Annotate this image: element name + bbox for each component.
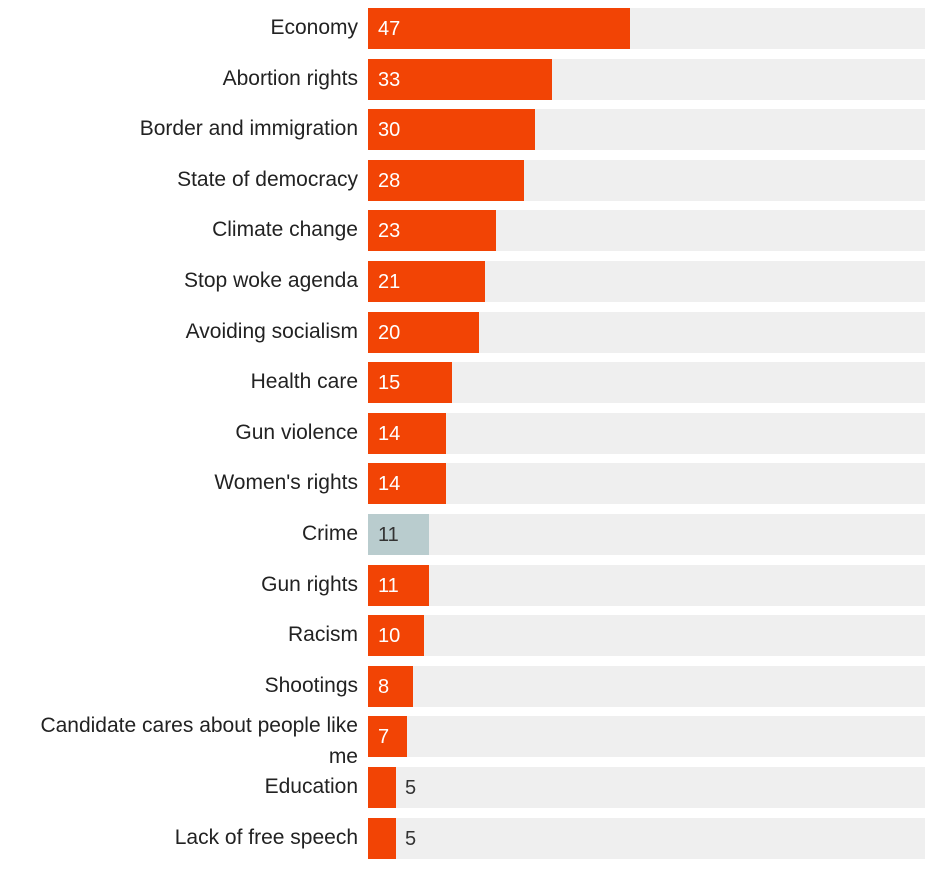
chart-row: Gun violence 14 xyxy=(0,413,931,454)
category-label: Crime xyxy=(302,522,358,545)
bar xyxy=(368,59,552,100)
category-label: Shootings xyxy=(264,674,358,697)
category-label: Abortion rights xyxy=(222,67,358,90)
category-label: Gun rights xyxy=(261,573,358,596)
bar xyxy=(368,109,535,150)
data-label: 14 xyxy=(378,473,401,495)
bar-track xyxy=(368,463,925,504)
bar xyxy=(368,565,429,606)
bar-track xyxy=(368,565,925,606)
bar xyxy=(368,666,413,707)
bar xyxy=(368,210,496,251)
data-label: 7 xyxy=(378,726,390,748)
bar xyxy=(368,514,429,555)
chart-row: State of democracy 28 xyxy=(0,160,931,201)
bar xyxy=(368,463,446,504)
data-label: 15 xyxy=(378,372,401,394)
bar xyxy=(368,767,396,808)
data-label: 11 xyxy=(378,575,399,597)
data-label: 33 xyxy=(378,69,401,91)
bar-track xyxy=(368,818,925,859)
category-label: Women's rights xyxy=(214,471,358,494)
chart-row: Shootings 8 xyxy=(0,666,931,707)
category-label: Lack of free speech xyxy=(174,826,358,849)
category-label: State of democracy xyxy=(177,168,358,191)
data-label: 11 xyxy=(378,524,399,546)
bar-track xyxy=(368,514,925,555)
data-label: 30 xyxy=(378,119,401,141)
bar xyxy=(368,160,524,201)
bar xyxy=(368,312,479,353)
bar-track xyxy=(368,716,925,757)
bar xyxy=(368,716,407,757)
category-label: Health care xyxy=(250,370,358,393)
data-label: 5 xyxy=(405,777,417,799)
chart-row: Health care 15 xyxy=(0,362,931,403)
chart-row: Gun rights 11 xyxy=(0,565,931,606)
bar-track xyxy=(368,413,925,454)
bar-track xyxy=(368,615,925,656)
chart-row: Stop woke agenda 21 xyxy=(0,261,931,302)
data-label: 47 xyxy=(378,18,401,40)
bar-track xyxy=(368,666,925,707)
data-label: 5 xyxy=(405,828,417,850)
bar-track xyxy=(368,767,925,808)
category-label: Border and immigration xyxy=(139,117,358,140)
chart-row: Education 5 xyxy=(0,767,931,808)
bar xyxy=(368,362,452,403)
bar xyxy=(368,8,630,49)
chart-row: Economy 47 xyxy=(0,8,931,49)
bar xyxy=(368,413,446,454)
chart-row: Women's rights 14 xyxy=(0,463,931,504)
data-label: 8 xyxy=(378,676,390,698)
category-label: Economy xyxy=(270,16,358,39)
chart-row: Avoiding socialism 20 xyxy=(0,312,931,353)
chart-row: Abortion rights 33 xyxy=(0,59,931,100)
category-label: Candidate cares about people like me xyxy=(40,714,358,768)
chart-row: Racism 10 xyxy=(0,615,931,656)
chart-row: Lack of free speech 5 xyxy=(0,818,931,859)
data-label: 20 xyxy=(378,322,401,344)
category-label: Stop woke agenda xyxy=(184,269,358,292)
chart-row: Border and immigration 30 xyxy=(0,109,931,150)
data-label: 10 xyxy=(378,625,401,647)
bar-track xyxy=(368,362,925,403)
chart-row: Candidate cares about people like me 7 xyxy=(0,714,931,768)
bar xyxy=(368,615,424,656)
bar xyxy=(368,261,485,302)
category-label: Avoiding socialism xyxy=(185,320,358,343)
data-label: 14 xyxy=(378,423,401,445)
category-label: Racism xyxy=(287,623,358,646)
category-label: Climate change xyxy=(212,218,358,241)
data-label: 21 xyxy=(378,271,401,293)
data-label: 23 xyxy=(378,220,401,242)
bar xyxy=(368,818,396,859)
chart-row: Climate change 23 xyxy=(0,210,931,251)
data-label: 28 xyxy=(378,170,401,192)
chart-row: Crime 11 xyxy=(0,514,931,555)
category-label: Education xyxy=(264,775,358,798)
category-label: Gun violence xyxy=(235,421,358,444)
